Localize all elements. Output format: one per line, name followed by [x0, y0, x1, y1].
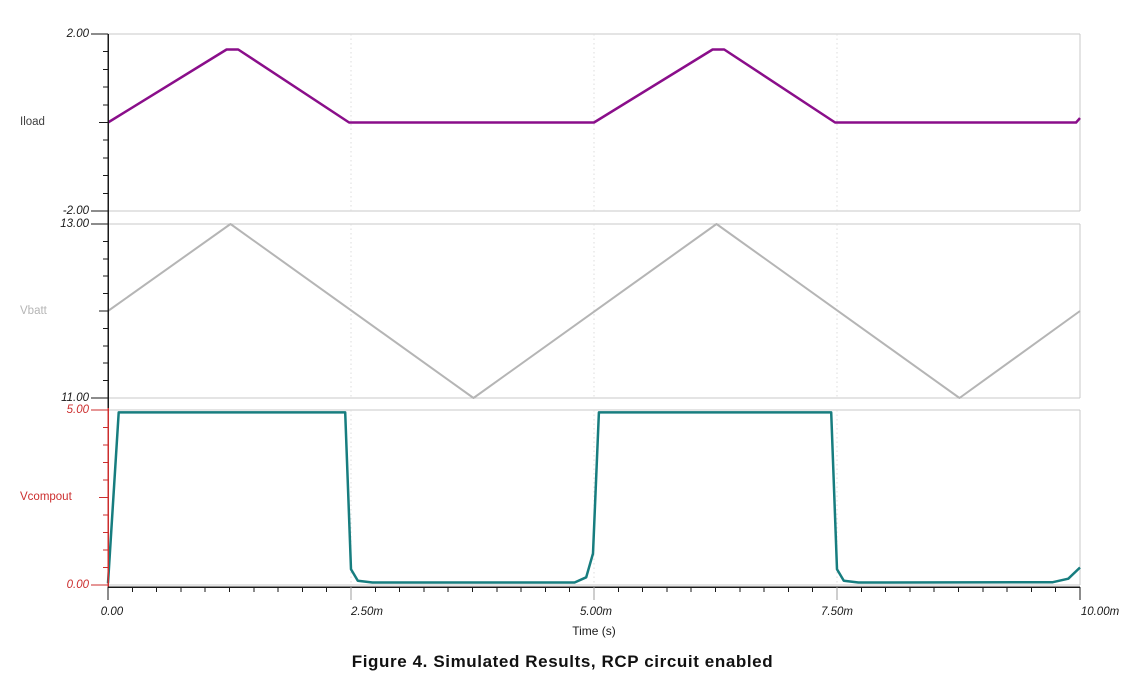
x-tick-label-1: 2.50m	[351, 606, 383, 618]
time-axis-label: Time (s)	[572, 624, 616, 638]
vbatt-ymax-label: 13.00	[60, 218, 89, 230]
vcompout-trace-label: Vcompout	[20, 491, 72, 503]
iload-trace	[107, 48, 1081, 124]
x-tick-label-3: 7.50m	[821, 606, 853, 618]
iload-ymin-label: -2.00	[62, 205, 89, 217]
iload-trace-label: Iload	[20, 116, 45, 128]
vcompout-ymin-label: 0.00	[66, 579, 89, 591]
x-tick-label-4: 10.00m	[1080, 606, 1120, 618]
vbatt-trace-label: Vbatt	[20, 305, 47, 317]
vbatt-ymin-label: 11.00	[61, 392, 89, 404]
vcompout-trace	[106, 411, 1081, 584]
iload-ymax-label: 2.00	[66, 28, 89, 40]
vcompout-ymax-label: 5.00	[66, 404, 89, 416]
figure-caption: Figure 4. Simulated Results, RCP circuit…	[351, 652, 774, 671]
vbatt-trace	[107, 223, 1081, 399]
x-tick-label-2: 5.00m	[580, 606, 612, 618]
x-tick-label-0: 0.00	[100, 606, 124, 618]
